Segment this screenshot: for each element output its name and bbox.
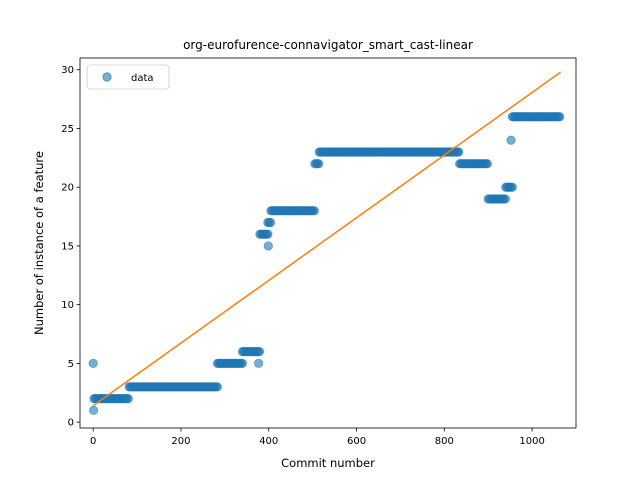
x-tick-label: 200 bbox=[171, 436, 190, 447]
y-tick-label: 10 bbox=[61, 300, 74, 311]
plot-area bbox=[88, 71, 565, 415]
data-point bbox=[482, 159, 492, 169]
axes-frame bbox=[79, 57, 577, 429]
data-point bbox=[309, 206, 319, 216]
y-tick-label: 5 bbox=[68, 359, 74, 370]
legend: data bbox=[86, 64, 170, 90]
y-tick-label: 30 bbox=[61, 65, 74, 76]
y-axis-label: Number of instance of a feature bbox=[32, 151, 46, 335]
x-tick-label: 600 bbox=[347, 436, 366, 447]
x-tick-label: 0 bbox=[90, 436, 96, 447]
legend-label-data: data bbox=[131, 73, 154, 84]
data-point bbox=[89, 405, 99, 415]
data-point bbox=[314, 159, 324, 169]
data-point bbox=[263, 229, 273, 239]
data-point bbox=[254, 358, 264, 368]
x-axis: 0 200 400 600 800 1000 bbox=[90, 428, 545, 447]
data-point bbox=[454, 147, 464, 157]
y-axis: 0 5 10 15 20 25 30 bbox=[61, 65, 80, 429]
y-tick-label: 0 bbox=[68, 418, 74, 429]
data-point bbox=[123, 394, 133, 404]
y-tick-label: 20 bbox=[61, 183, 74, 194]
legend-box bbox=[86, 64, 170, 90]
fit-line bbox=[92, 71, 562, 407]
x-axis-label: Commit number bbox=[281, 456, 375, 470]
data-point bbox=[237, 358, 248, 368]
chart-title: org-eurofurence-connavigator_smart_cast-… bbox=[183, 38, 473, 52]
legend-marker bbox=[102, 72, 112, 82]
data-point bbox=[507, 182, 517, 192]
x-tick-label: 400 bbox=[259, 436, 278, 447]
x-tick-label: 1000 bbox=[519, 436, 544, 447]
data-point bbox=[263, 241, 273, 251]
data-point bbox=[265, 217, 276, 228]
data-point bbox=[212, 382, 222, 392]
x-tick-label: 800 bbox=[435, 436, 454, 447]
y-tick-label: 15 bbox=[61, 241, 74, 252]
data-point bbox=[555, 112, 565, 122]
data-point bbox=[500, 194, 510, 204]
data-point bbox=[88, 358, 98, 368]
data-point bbox=[254, 347, 265, 357]
data-point bbox=[506, 135, 516, 145]
y-tick-label: 25 bbox=[61, 124, 74, 135]
